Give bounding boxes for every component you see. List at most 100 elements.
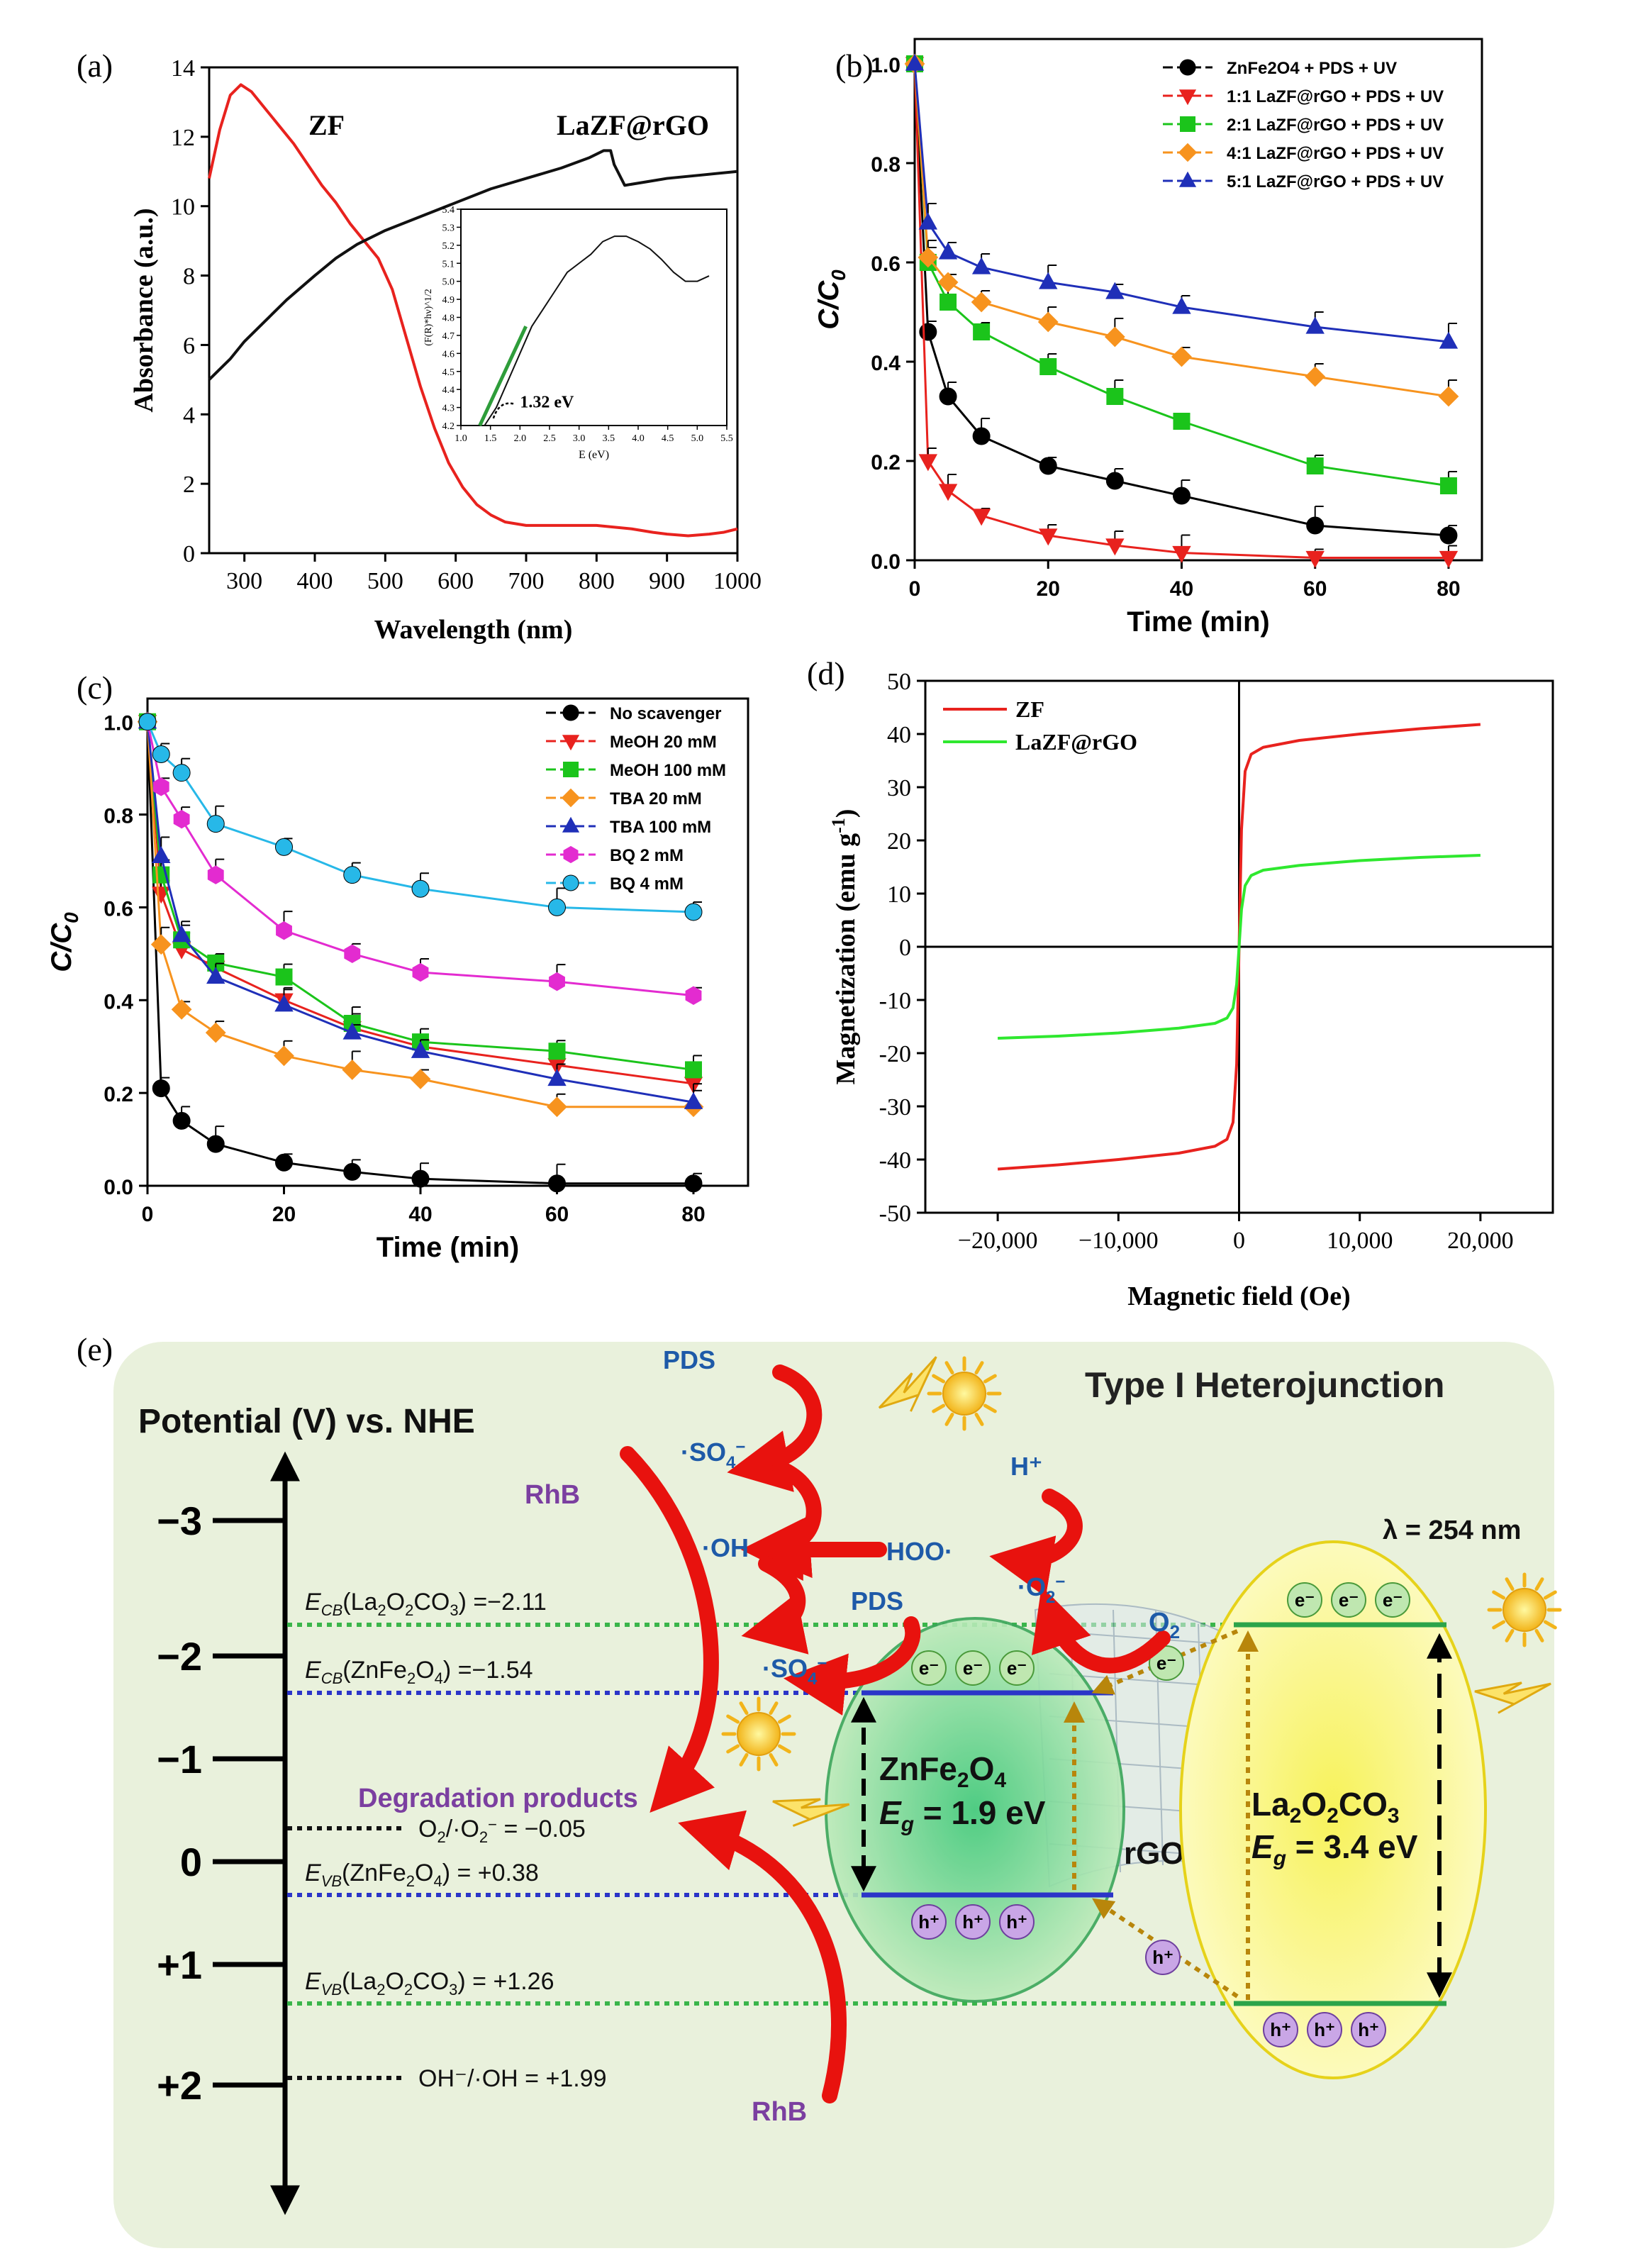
- data-point: [274, 1045, 294, 1067]
- inset-y-tick-label: 4.8: [442, 313, 455, 324]
- inset-y-axis-title: (F(R)*hν)^1/2: [423, 289, 434, 346]
- y-tick-label: 2: [183, 472, 195, 498]
- legend-marker: [1180, 116, 1195, 132]
- data-point: [937, 272, 959, 293]
- sun-ray: [777, 1744, 791, 1754]
- label-zf: ZF: [308, 109, 345, 141]
- legend-label: MeOH 20 mM: [610, 733, 717, 752]
- sun-ray: [726, 1714, 740, 1724]
- y-tick-label: 30: [887, 775, 911, 801]
- data-point: [971, 291, 992, 313]
- x-tick-label: 40: [1170, 577, 1193, 601]
- sun-ray: [983, 1403, 997, 1413]
- sun-ray: [932, 1403, 946, 1413]
- y-tick-label: 0: [899, 935, 911, 961]
- legend-marker: [562, 704, 579, 721]
- data-point: [206, 815, 225, 833]
- data-point: [342, 1022, 362, 1040]
- sun-ray: [1543, 1590, 1557, 1600]
- y-axis-title-subscript: 0: [60, 912, 82, 923]
- hole-carrier: [1145, 1940, 1181, 1975]
- inset-y-tick-label: 4.3: [442, 404, 455, 414]
- data-point: [1105, 472, 1124, 490]
- data-point: [152, 745, 170, 764]
- sun-ray: [983, 1374, 997, 1384]
- data-point: [1172, 296, 1191, 314]
- inset-x-tick-label: 3.0: [573, 433, 586, 444]
- hole-label: h⁺: [1358, 2019, 1379, 2040]
- x-axis-title: Time (min): [1127, 606, 1270, 638]
- inset-x-tick-label: 2.5: [543, 433, 556, 444]
- inset-x-axis-title: E (eV): [579, 449, 609, 461]
- znfe2o4-eg: Eg = 1.9 eV: [879, 1794, 1046, 1836]
- data-point: [173, 809, 190, 829]
- hole-label: h⁺: [1006, 1911, 1027, 1933]
- chart-b-degradation: 0 20 40 60 80 0.0 0.2 0.4 0.6 0.8 1.0 Time (min) C/C…: [813, 38, 1483, 638]
- x-tick-label: 0: [142, 1203, 154, 1226]
- y-axis-title-subscript: 0: [827, 269, 849, 281]
- data-point: [1039, 358, 1057, 375]
- data-point: [938, 484, 958, 501]
- data-point: [684, 903, 703, 921]
- y-tick-label: 10: [887, 882, 911, 908]
- inset-y-tick-label: 4.9: [442, 295, 455, 306]
- la2o2co3-particle: [1179, 1540, 1487, 2079]
- sun-ray: [944, 1412, 954, 1426]
- series-BQ 4 mM: [138, 713, 703, 921]
- x-tick-label: 600: [437, 568, 474, 594]
- sun-ray: [1492, 1620, 1506, 1630]
- legend-marker: [562, 735, 580, 751]
- series-No scavenger: [138, 713, 703, 1193]
- inset-curve: [484, 235, 710, 426]
- pds-to-so4-arrow: [727, 1364, 823, 1492]
- series-line-LaZF@rGO: [998, 854, 1481, 1040]
- sun-ray: [1543, 1620, 1557, 1630]
- data-point: [1305, 550, 1325, 568]
- sun-ray: [1492, 1590, 1506, 1600]
- x-tick-label: 80: [681, 1203, 705, 1226]
- y-axis-title-close: ): [831, 809, 861, 818]
- o2-label: O2/·O2− = −0.05: [418, 1816, 586, 1846]
- la2o2co3-name: La2O2CO3: [1251, 1786, 1400, 1828]
- sun-ray: [739, 1701, 749, 1716]
- data-point: [152, 1079, 170, 1098]
- h-plus-label: H⁺: [1010, 1452, 1042, 1481]
- data-point: [1105, 282, 1125, 299]
- data-point: [1039, 272, 1058, 289]
- y-tick-label: 10: [171, 194, 195, 221]
- inset-y-tick-label: 4.2: [442, 421, 455, 432]
- sun-disc: [942, 1372, 986, 1416]
- y-tick-label: 50: [887, 669, 911, 695]
- label-lazf: LaZF@rGO: [557, 109, 709, 141]
- data-point: [1037, 311, 1059, 333]
- y-tick-label: -20: [879, 1041, 911, 1067]
- legend-marker: [1178, 89, 1197, 106]
- y-tick-label: 0.4: [871, 352, 901, 375]
- so4-radical2-label: ·SO4−: [762, 1654, 827, 1689]
- x-axis-title: Magnetic field (Oe): [1127, 1282, 1350, 1311]
- data-point: [172, 925, 191, 943]
- x-tick-label: 0: [909, 577, 921, 601]
- electron-label: e⁻: [1383, 1589, 1403, 1611]
- data-point: [1171, 346, 1192, 367]
- data-point: [152, 846, 171, 864]
- chart-d-magnetization: −20,000 −10,000 0 10,000 20,000 -50 -40 -30 -20 -…: [828, 669, 1554, 1311]
- data-point: [919, 323, 937, 341]
- electron-label: e⁻: [919, 1657, 939, 1679]
- sun-ray: [1534, 1628, 1544, 1642]
- data-point: [918, 454, 938, 472]
- y-tick-label: -30: [879, 1094, 911, 1121]
- y-tick-label: 0: [183, 541, 195, 567]
- legend-label: 2:1 LaZF@rGO + PDS + UV: [1227, 116, 1444, 135]
- x-tick-label: 10,000: [1327, 1228, 1393, 1254]
- degradation-products-label: Degradation products: [358, 1784, 638, 1813]
- potential-ticks: −3 −2 −1 0 +1 +2: [157, 1499, 285, 2108]
- rhb-label-bottom: RhB: [752, 2097, 807, 2127]
- sun-ray: [739, 1752, 749, 1767]
- sun-icon: [1487, 1572, 1562, 1647]
- legend-marker: [1179, 59, 1196, 76]
- rhb-label-top: RhB: [525, 1480, 580, 1510]
- y-tick-label: 0.0: [871, 550, 901, 574]
- sun-disc: [737, 1712, 781, 1756]
- inset-y-tick-label: 4.6: [442, 349, 455, 360]
